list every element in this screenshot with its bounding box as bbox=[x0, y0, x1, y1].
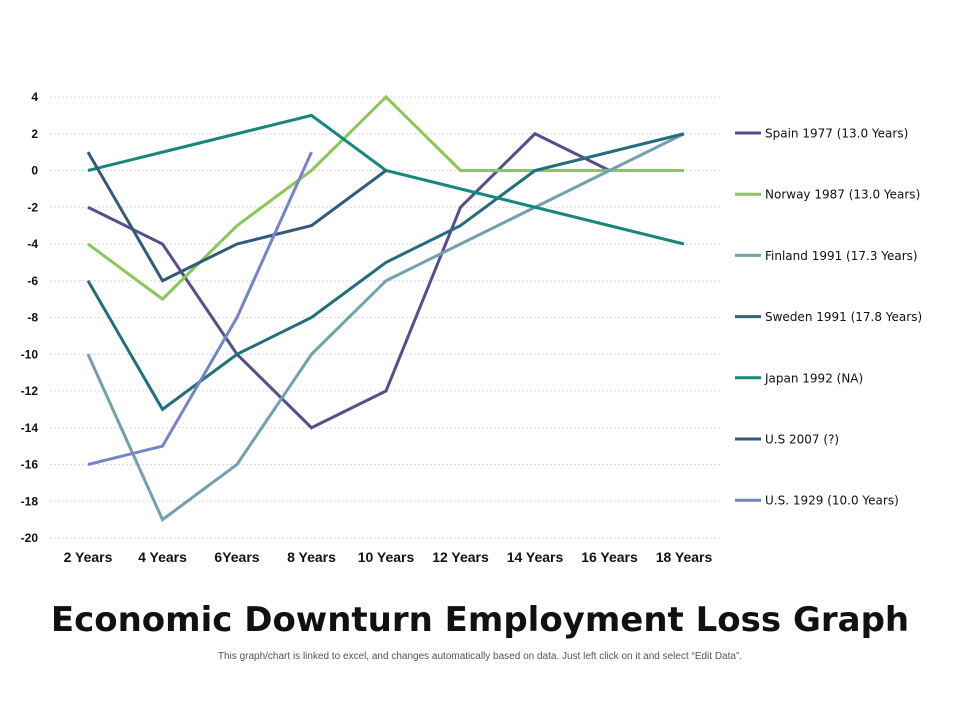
x-tick-label: 8 Years bbox=[287, 549, 336, 565]
y-tick-label: -10 bbox=[21, 347, 39, 361]
y-tick-label: -4 bbox=[27, 237, 38, 251]
x-tick-label: 4 Years bbox=[138, 549, 187, 565]
legend-label: Norway 1987 (13.0 Years) bbox=[765, 188, 920, 202]
y-tick-label: 4 bbox=[31, 90, 38, 104]
series-line bbox=[87, 151, 313, 466]
legend-label: Finland 1991 (17.3 Years) bbox=[765, 249, 918, 263]
x-axis-ticks: 2 Years 4 Years 6Years 8 Years 10 Years 12 Ye… bbox=[64, 549, 713, 565]
page-title: Economic Downturn Employment Loss Graph bbox=[50, 600, 910, 640]
series-line bbox=[86, 132, 685, 522]
series-line bbox=[87, 94, 684, 302]
series-lines bbox=[86, 94, 685, 522]
series-line bbox=[87, 113, 685, 246]
x-tick-label: 6Years bbox=[214, 549, 259, 565]
legend: Spain 1977 (13.0 Years) Norway 1987 (13.0… bbox=[735, 127, 922, 508]
x-tick-label: 16 Years bbox=[581, 549, 638, 565]
legend-label: Japan 1992 (NA) bbox=[764, 371, 863, 385]
y-tick-label: -8 bbox=[27, 311, 38, 325]
x-tick-label: 14 Years bbox=[507, 549, 564, 565]
gridlines bbox=[50, 96, 720, 539]
legend-label: U.S. 1929 (10.0 Years) bbox=[765, 494, 899, 508]
y-tick-label: 0 bbox=[31, 164, 38, 178]
y-tick-label: -12 bbox=[21, 384, 39, 398]
x-tick-label: 18 Years bbox=[656, 549, 713, 565]
legend-label: Sweden 1991 (17.8 Years) bbox=[765, 310, 922, 324]
y-tick-label: -14 bbox=[21, 421, 39, 435]
series-line bbox=[86, 151, 387, 283]
x-tick-label: 2 Years bbox=[64, 549, 113, 565]
y-tick-label: -6 bbox=[27, 274, 38, 288]
y-tick-label: -18 bbox=[21, 494, 39, 508]
series-line bbox=[86, 132, 685, 412]
x-tick-label: 10 Years bbox=[358, 549, 415, 565]
x-tick-label: 12 Years bbox=[432, 549, 489, 565]
legend-label: Spain 1977 (13.0 Years) bbox=[765, 127, 908, 141]
y-tick-label: 2 bbox=[31, 127, 38, 141]
legend-label: U.S 2007 (?) bbox=[765, 433, 839, 447]
y-tick-label: -20 bbox=[21, 531, 39, 545]
y-axis-ticks: 4 2 0 -2 -4 -6 -8 -10 -12 -14 -16 -18 -20 bbox=[21, 90, 39, 545]
y-tick-label: -2 bbox=[27, 200, 38, 214]
y-tick-label: -16 bbox=[21, 458, 39, 472]
page-subtitle: This graph/chart is linked to excel, and… bbox=[217, 651, 743, 662]
series-line bbox=[87, 131, 611, 430]
